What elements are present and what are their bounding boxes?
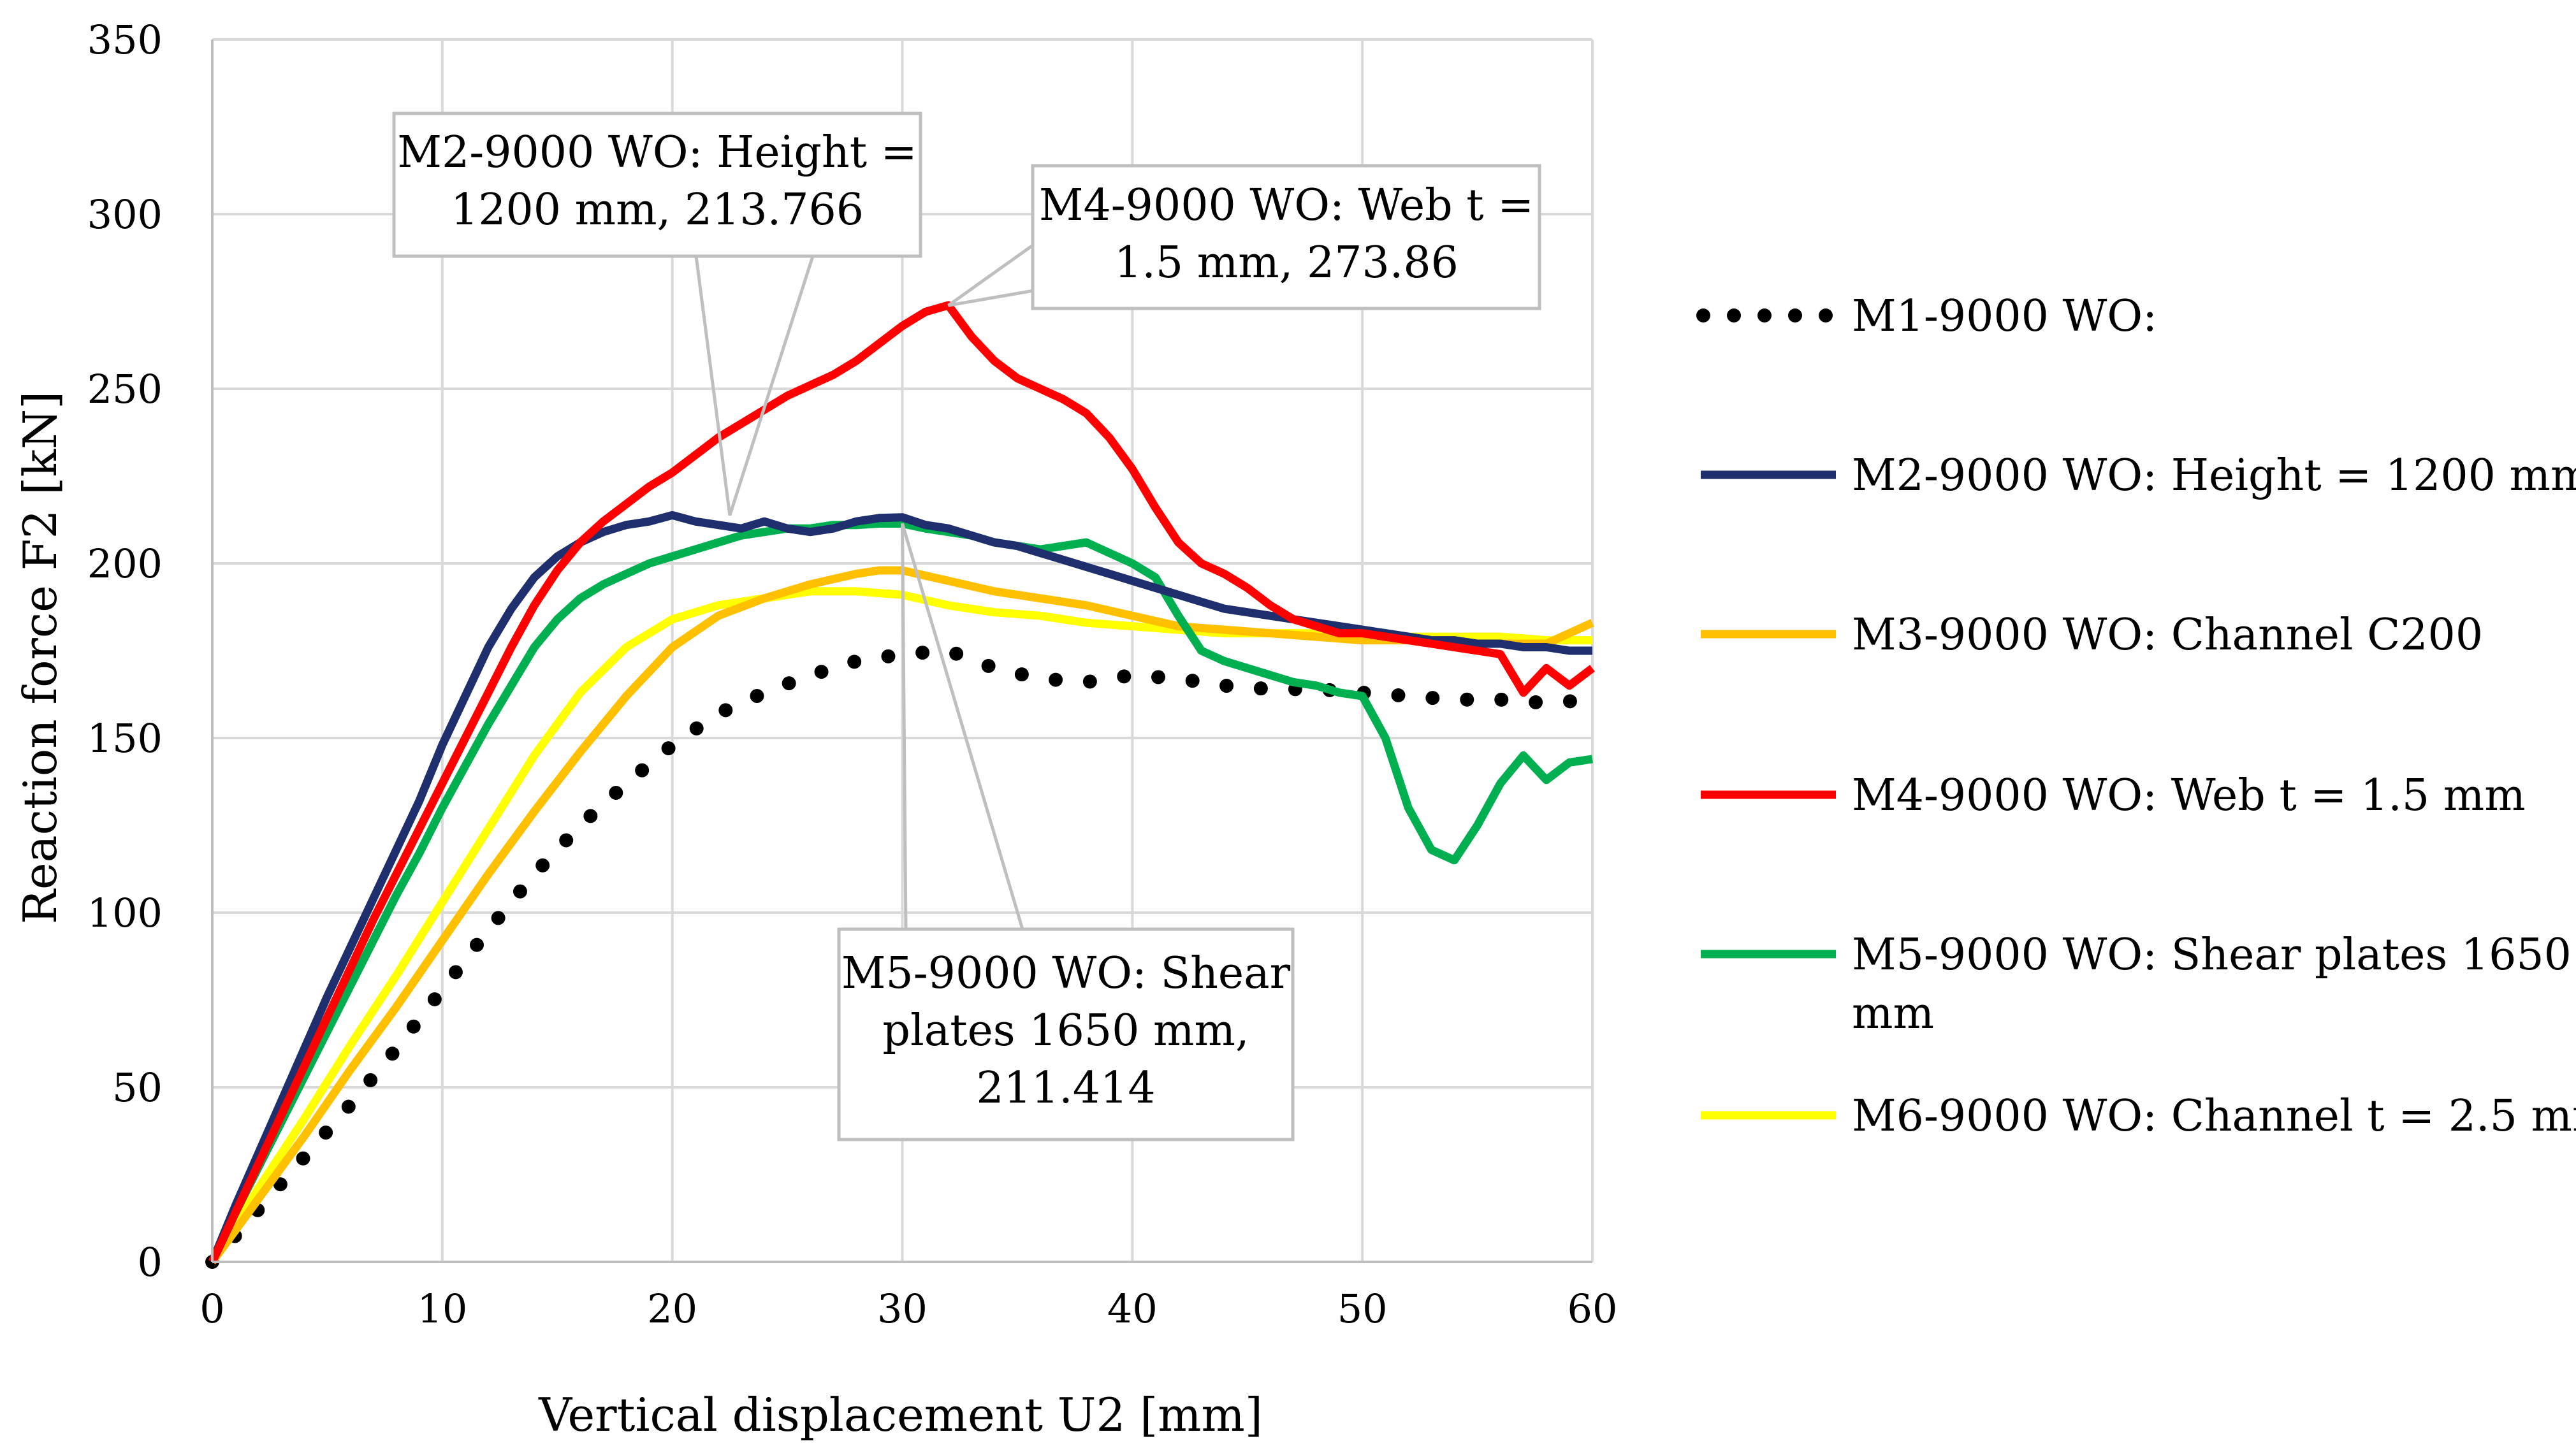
callout-label: M2-9000 WO: Height =: [397, 127, 917, 178]
y-tick-label: 250: [87, 366, 163, 412]
legend-entry-label: M4-9000 WO: Web t = 1.5 mm: [1852, 771, 2526, 821]
legend-entry-label: mm: [1852, 988, 1934, 1039]
x-tick-label: 20: [647, 1285, 697, 1332]
y-tick-label: 50: [112, 1064, 163, 1111]
y-tick-label: 350: [87, 17, 163, 63]
callout-box-1: [392, 112, 922, 258]
chart-legend: M1-9000 WO: M2-9000 WO: Height = 1200 mm M…: [1696, 291, 2576, 1141]
series-line-m3-9000-wo-channel-c200: [208, 566, 1594, 1264]
x-tick-label: 30: [877, 1285, 928, 1332]
y-axis-title: Reaction force F2 [kN]: [13, 391, 67, 924]
legend-entry-label: M6-9000 WO: Channel t = 2.5 mm: [1852, 1091, 2576, 1141]
callout-label: 1.5 mm, 273.86: [1114, 238, 1459, 288]
chart-callouts: M2-9000 WO: Height = 1200 mm, 213.766 M4-9…: [392, 112, 1541, 1141]
y-tick-label: 0: [138, 1239, 163, 1285]
callout-leader-2: [947, 240, 1038, 307]
callout-leader-3: [901, 523, 1024, 930]
x-axis-title: Vertical displacement U2 [mm]: [538, 1388, 1263, 1442]
chart-axes: 0 10 20 30 40 50 60 0 50 100 150 200 250 300 350: [87, 17, 1618, 1332]
legend-entry-label: M5-9000 WO: Shear plates 1650: [1852, 930, 2572, 980]
callout-label: 1200 mm, 213.766: [451, 185, 864, 235]
legend-entry-label: M3-9000 WO: Channel C200: [1852, 610, 2483, 660]
callout-box-3: [837, 927, 1295, 1141]
x-tick-label: 10: [417, 1285, 467, 1332]
callout-label: M4-9000 WO: Web t =: [1039, 180, 1534, 231]
x-tick-label: 40: [1107, 1285, 1158, 1332]
chart-series: [205, 301, 1599, 1269]
y-tick-label: 100: [87, 890, 163, 936]
callout-leaders: [694, 240, 1038, 930]
callout-leader-1: [694, 256, 815, 516]
callout-label: plates 1650 mm,: [882, 1006, 1249, 1056]
callout-label: 211.414: [976, 1063, 1155, 1113]
x-tick-label: 60: [1568, 1285, 1618, 1332]
y-tick-label: 200: [87, 540, 163, 587]
y-tick-label: 150: [87, 715, 163, 762]
callout-box-2: [1031, 164, 1541, 310]
y-tick-label: 300: [87, 191, 163, 238]
x-tick-label: 0: [200, 1285, 224, 1332]
x-tick-label: 50: [1337, 1285, 1388, 1332]
legend-entry-label: M1-9000 WO:: [1852, 291, 2157, 342]
callout-label: M5-9000 WO: Shear: [841, 948, 1291, 999]
series-line-m4-9000-wo-web-t-1-5-mm: [208, 301, 1595, 1264]
legend-entry-label: M2-9000 WO: Height = 1200 mm: [1852, 451, 2576, 501]
